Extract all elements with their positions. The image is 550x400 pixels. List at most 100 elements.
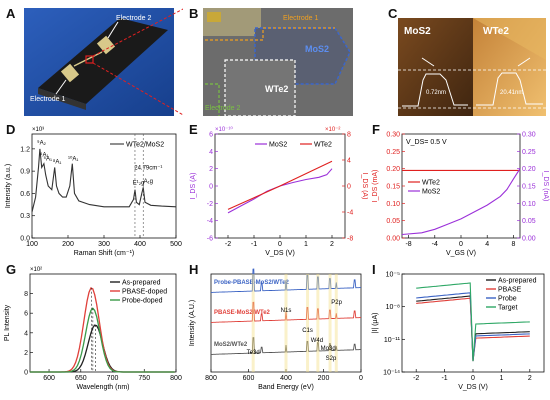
xps-series-Probe-PBASE-MoS2/WTe2 xyxy=(211,268,361,293)
panel-letter-g: G xyxy=(6,262,17,277)
x-axis-label: Wavelength (nm) xyxy=(76,384,129,391)
x-axis-label: Band Energy (eV) xyxy=(258,384,314,391)
y-axis-label-right: I_DS (nA) xyxy=(542,171,549,202)
x-tick-label: 8 xyxy=(511,241,515,248)
x-tick-label: 0 xyxy=(459,241,463,248)
panel-letter-e: E xyxy=(189,122,198,137)
iv-series-MoS2 xyxy=(227,168,333,214)
x-tick-label: 400 xyxy=(134,241,146,248)
chart-e: -2 -1 0 1 2 -6 -4 -2 0 2 4 6 -8 -4 0 4 8 V_DS (V) I_DS (A)… xyxy=(190,126,368,257)
y-tick-label: 10⁻¹¹ xyxy=(384,337,401,344)
panel-d: D 100 200 300 400 500 0.0 0.3 0.6 0.9 1.2 Raman Sh… xyxy=(0,120,183,260)
x-tick-label: 2 xyxy=(330,241,334,248)
x-tick-label: 0 xyxy=(278,241,282,248)
panel-letter-h: H xyxy=(189,262,199,277)
y-axis-label-right: I_DS (A) xyxy=(361,173,368,200)
peak-band xyxy=(328,274,332,372)
legend-label: WTe2 xyxy=(422,180,440,187)
x-axis-label: V_DS (V) xyxy=(458,384,488,391)
electrode-1-label: Electrode 1 xyxy=(30,96,66,103)
peak-label: A₁g xyxy=(144,179,153,185)
peak-band xyxy=(306,274,310,372)
x-tick-label: 200 xyxy=(62,241,74,248)
panel-letter-i: I xyxy=(372,262,376,277)
y-axis-label: PL Intensity xyxy=(4,304,11,341)
raman-series xyxy=(31,148,177,213)
c-mos2-label: MoS2 xyxy=(404,26,431,37)
y-tick-label: 0.05 xyxy=(386,218,400,225)
y-tick-label: 0.25 xyxy=(522,149,536,156)
y-tick-label: 2 xyxy=(209,166,213,173)
y-exponent: ×10² xyxy=(30,267,42,273)
y-exponent: ×10³ xyxy=(32,127,44,133)
xps-label: Probe-PBASE-MoS2/WTe2 xyxy=(214,280,290,286)
xps-label: MoS2/WTe2 xyxy=(214,342,248,348)
y-axis-label: Intensity (A.U.) xyxy=(189,300,196,346)
panel-letter-f: F xyxy=(372,122,380,137)
chart-i: -2 -1 0 1 2 10⁻⁵ 10⁻⁸ 10⁻¹¹ 10⁻¹⁴ As-prepared PBAS… xyxy=(372,272,545,391)
x-tick-label: 4 xyxy=(485,241,489,248)
x-tick-label: 500 xyxy=(170,241,182,248)
y-tick-label: 10⁻⁸ xyxy=(386,304,400,311)
peak-label: ⁴A₁ xyxy=(40,151,49,158)
pl-series-As-prepared xyxy=(30,324,175,373)
xps-label: PBASE-MoS2/WTe2 xyxy=(214,310,271,316)
y-tick-label: -4 xyxy=(207,218,213,225)
y-tick-label: 6 xyxy=(24,311,28,318)
y-tick-label: 0.15 xyxy=(522,184,536,191)
c-height-2: 20.41nm xyxy=(500,90,523,96)
x-axis-label: V_DS (V) xyxy=(265,250,295,257)
x-tick-label: -1 xyxy=(441,375,447,382)
x-tick-label: 800 xyxy=(170,375,182,382)
legend-label: As-prepared xyxy=(122,280,161,287)
x-axis-label: V_GS (V) xyxy=(446,250,476,257)
y-tick-label: 0.30 xyxy=(386,132,400,139)
y-tick-label: 0.00 xyxy=(386,236,400,243)
afm-image: MoS2 WTe2 0.72nm 20.41nm xyxy=(398,18,546,116)
panel-letter-b: B xyxy=(189,6,199,21)
y-tick-label: 10⁻¹⁴ xyxy=(383,370,400,377)
b-wte2-label: WTe2 xyxy=(265,84,288,94)
y-tick-label: 0.10 xyxy=(522,201,536,208)
c-height-1: 0.72nm xyxy=(426,90,446,96)
y-tick-label: 1.2 xyxy=(20,146,30,153)
xps-peak-label: Te3d xyxy=(247,350,260,356)
x-tick-label: 750 xyxy=(138,375,150,382)
peak-label: E¹₂g xyxy=(133,181,145,187)
xps-series-PBASE-MoS2/WTe2 xyxy=(211,301,361,323)
peak-band xyxy=(284,274,288,372)
x-tick-label: 600 xyxy=(243,375,255,382)
chart-f: -8 -4 0 4 8 0.00 0.05 0.10 0.15 0.20 0.25 0.30 0.00 0… xyxy=(372,132,549,258)
y-tick-label: 2 xyxy=(24,350,28,357)
peak-label: ⁵A₁ xyxy=(44,156,53,163)
legend-label: Probe-doped xyxy=(122,298,163,305)
x-tick-label: 600 xyxy=(43,375,55,382)
y-tick-label: -6 xyxy=(207,236,213,243)
y-tick-label: 0.30 xyxy=(522,132,536,139)
x-tick-label: 200 xyxy=(318,375,330,382)
b-electrode-2-label: Electrode 2 xyxy=(205,105,241,112)
xps-peak-label: N1s xyxy=(281,308,292,314)
chart-d: 100 200 300 400 500 0.0 0.3 0.6 0.9 1.2 Raman Shif… xyxy=(5,127,182,257)
panel-letter-a: A xyxy=(6,6,16,21)
y-tick-label: 0.0 xyxy=(20,236,30,243)
y-tick-label: 0.9 xyxy=(20,169,30,176)
legend-label: As-prepared xyxy=(498,278,537,285)
y-exponent-left: ×10⁻¹⁰ xyxy=(215,126,233,133)
peak-label: 24.79cm⁻¹ xyxy=(134,166,162,172)
peak-band xyxy=(316,274,320,372)
legend-label: Probe xyxy=(498,296,517,303)
y-axis-label: |I| (μA) xyxy=(372,313,379,334)
y-tick-label: 4 xyxy=(209,149,213,156)
peak-label: ⁸A₁ xyxy=(53,159,62,166)
y-tick-label: 0 xyxy=(24,370,28,377)
plot-frame xyxy=(401,133,521,239)
y-axis-label-left: I_DS (mA) xyxy=(372,170,379,203)
y-exponent-right: ×10⁻² xyxy=(325,127,340,133)
b-mos2-label: MoS2 xyxy=(305,44,329,54)
y-tick-label: -8 xyxy=(347,236,353,243)
b-electrode-1-label: Electrode 1 xyxy=(283,15,319,22)
y-tick-label: 0.00 xyxy=(522,236,536,243)
x-tick-label: 0 xyxy=(471,375,475,382)
panel-i: I -2 -1 0 1 2 10⁻⁵ 10⁻⁸ 10⁻¹¹ 10⁻¹⁴ As-prepared PB… xyxy=(368,260,550,400)
